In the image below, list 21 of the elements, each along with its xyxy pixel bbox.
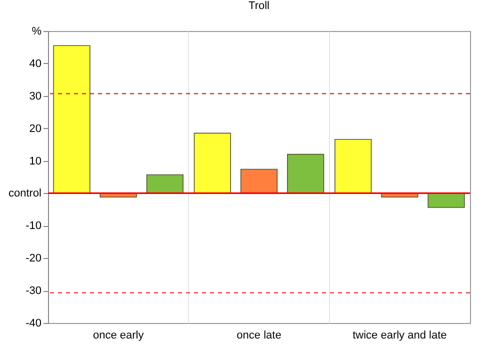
bar — [240, 168, 278, 194]
y-tick-label: 20 — [29, 122, 42, 135]
y-tick-label: -30 — [26, 285, 42, 298]
bar — [334, 138, 372, 194]
bar — [53, 45, 90, 194]
x-tick-label: once late — [236, 330, 282, 342]
y-tick-label: 10 — [29, 155, 42, 168]
chart-title: Troll — [248, 0, 270, 12]
y-tick-label: -40 — [26, 318, 42, 330]
bar — [146, 174, 184, 194]
y-tick-label: -10 — [26, 220, 42, 232]
y-tick-label: 40 — [29, 58, 42, 70]
y-tick-label: -20 — [26, 252, 42, 265]
x-tick-label: once early — [92, 330, 144, 342]
y-tick-label: % — [32, 26, 42, 38]
y-tick-label: 30 — [29, 90, 42, 102]
x-tick-label: twice early and late — [352, 330, 447, 342]
y-tick-label: control — [8, 188, 42, 200]
bar — [287, 154, 324, 194]
bar — [428, 192, 465, 208]
bar — [194, 132, 231, 194]
